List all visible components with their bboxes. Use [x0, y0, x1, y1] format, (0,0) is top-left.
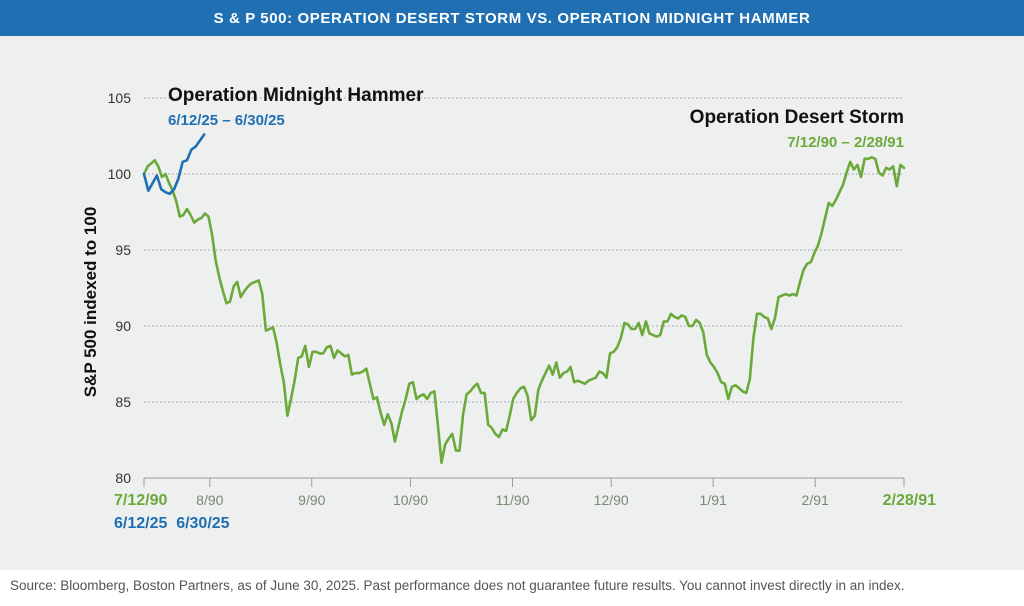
y-tick-label: 95: [115, 242, 131, 258]
y-axis-label: S&P 500 indexed to 100: [81, 207, 100, 398]
x-tick-label-desert-storm: 8/90: [196, 492, 223, 508]
annotation-dates-midnight-hammer: 6/12/25 – 6/30/25: [168, 112, 285, 129]
chart-title: S & P 500: OPERATION DESERT STORM VS. OP…: [213, 9, 811, 27]
x-tick-label-desert-storm: 7/12/90: [114, 492, 167, 509]
x-tick-label-desert-storm: 12/90: [594, 492, 629, 508]
series-lines: [142, 133, 906, 465]
x-axis-ticks-midnight-hammer: 6/12/25 6/30/25: [114, 515, 230, 532]
source-note: Source: Bloomberg, Boston Partners, as o…: [10, 578, 905, 593]
x-tick-label-desert-storm: 2/91: [802, 492, 829, 508]
series-line-midnight-hammer: [142, 133, 206, 196]
x-tick-label-desert-storm: 10/90: [393, 492, 428, 508]
y-tick-label: 85: [115, 394, 131, 410]
x-tick-label-midnight-hammer: 6/12/25: [114, 515, 167, 532]
y-tick-label: 105: [108, 90, 132, 106]
x-tick-label-desert-storm: 11/90: [495, 492, 529, 508]
y-tick-label: 80: [115, 470, 131, 486]
x-tick-label-desert-storm: 2/28/91: [883, 492, 936, 509]
series-line-desert-storm: [142, 156, 906, 465]
x-axis-ticks-desert-storm: 7/12/90 8/90 9/90 10/90 11/90 12/90 1/91 2/91 2/…: [114, 478, 936, 509]
chart-title-banner: S & P 500: OPERATION DESERT STORM VS. OP…: [0, 0, 1024, 36]
y-tick-label: 90: [115, 318, 131, 334]
annotation-title-desert-storm: Operation Desert Storm: [690, 107, 904, 128]
y-tick-label: 100: [108, 166, 132, 182]
annotations: Operation Midnight Hammer 6/12/25 – 6/30/…: [168, 85, 904, 151]
annotation-title-midnight-hammer: Operation Midnight Hammer: [168, 85, 424, 106]
y-axis-ticks: 80 85 90 95 100 105: [108, 90, 132, 486]
x-tick-label-desert-storm: 9/90: [298, 492, 325, 508]
annotation-dates-desert-storm: 7/12/90 – 2/28/91: [787, 134, 904, 151]
x-tick-label-desert-storm: 1/91: [700, 492, 727, 508]
x-tick-label-midnight-hammer: 6/30/25: [176, 515, 229, 532]
gridlines: [144, 97, 904, 479]
